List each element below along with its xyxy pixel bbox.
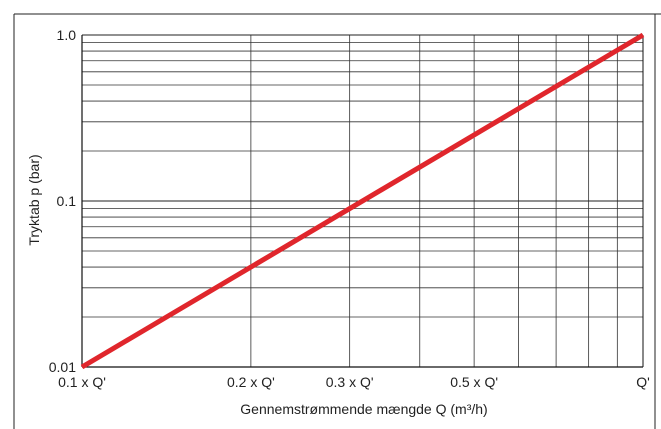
x-tick-label: 0.2 x Q' [227, 374, 275, 390]
y-tick-label: 0.01 [49, 359, 76, 375]
x-tick-labels: 0.1 x Q' 0.2 x Q' 0.3 x Q' 0.5 x Q' Q' [58, 374, 650, 390]
pressure-loss-line [80, 32, 645, 370]
series-layer [80, 32, 645, 370]
y-axis-label: Tryktab p (bar) [26, 154, 42, 245]
y-tick-label: 0.1 [57, 193, 77, 209]
x-tick-label: 0.5 x Q' [450, 374, 498, 390]
y-tick-label: 1.0 [57, 27, 77, 43]
x-tick-label: 0.1 x Q' [58, 374, 106, 390]
x-tick-label: 0.3 x Q' [326, 374, 374, 390]
chart-frame [13, 13, 661, 429]
x-axis-label: Gennemstrømmende mængde Q (m³/h) [240, 401, 487, 417]
y-tick-labels: 1.0 0.1 0.01 [49, 27, 76, 375]
x-tick-label: Q' [636, 374, 650, 390]
